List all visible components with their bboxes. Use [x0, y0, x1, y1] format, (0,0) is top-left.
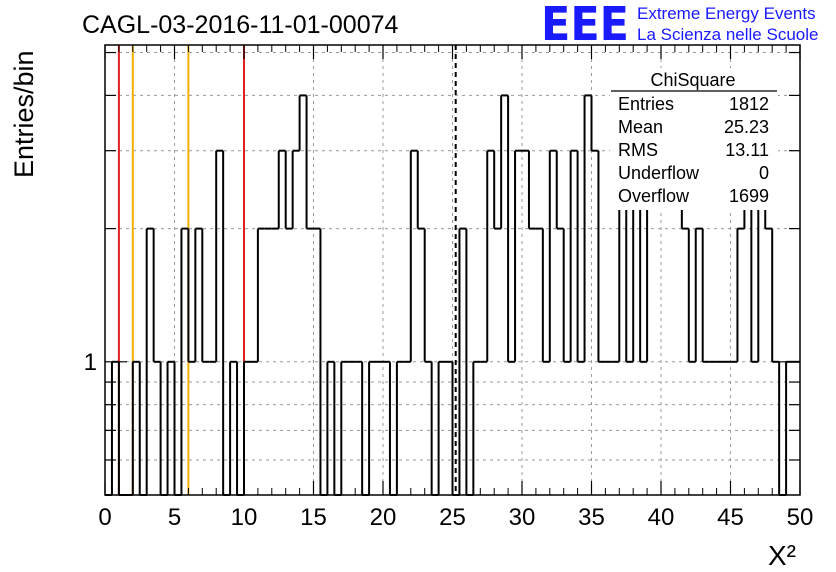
stats-value-overflow: 1699 — [729, 186, 769, 206]
stats-label-entries: Entries — [618, 94, 674, 114]
x-tick-label: 0 — [98, 504, 111, 531]
stats-box-title: ChiSquare — [650, 70, 735, 90]
logo-mark: EEE — [541, 0, 629, 51]
stats-label-mean: Mean — [618, 117, 663, 137]
stats-value-entries: 1812 — [729, 94, 769, 114]
stats-label-underflow: Underflow — [618, 163, 700, 183]
x-tick-label: 30 — [509, 504, 536, 531]
stats-value-underflow: 0 — [759, 163, 769, 183]
stats-value-rms: 13.11 — [725, 140, 769, 160]
x-tick-label: 40 — [648, 504, 675, 531]
stats-box: ChiSquare Entries 1812 Mean 25.23 RMS 13… — [610, 68, 778, 210]
y-axis-ticks: 1 — [84, 51, 800, 461]
x-tick-label: 45 — [717, 504, 744, 531]
x-tick-label: 10 — [231, 504, 258, 531]
y-axis-label: Entries/bin — [9, 50, 39, 178]
x-tick-label: 5 — [168, 504, 181, 531]
y-tick-label: 1 — [84, 349, 97, 376]
stats-value-mean: 25.23 — [724, 117, 769, 137]
eee-logo: EEE Extreme Energy Events La Scienza nel… — [541, 0, 818, 51]
x-tick-label: 15 — [300, 504, 327, 531]
stats-box-background — [610, 68, 778, 210]
x-axis-ticks: 0 5 10 15 20 25 30 35 40 45 50 — [98, 45, 813, 531]
x-axis-label: X² — [768, 540, 796, 571]
stats-label-overflow: Overflow — [618, 186, 690, 206]
x-tick-label: 35 — [578, 504, 605, 531]
vertical-markers — [117, 45, 457, 495]
x-tick-label: 50 — [787, 504, 814, 531]
chart-title: CAGL-03-2016-11-01-00074 — [82, 11, 399, 39]
logo-line-1: Extreme Energy Events — [637, 4, 816, 23]
x-tick-label: 25 — [439, 504, 466, 531]
stats-label-rms: RMS — [618, 140, 658, 160]
x-tick-label: 20 — [370, 504, 397, 531]
logo-line-2: La Scienza nelle Scuole — [637, 25, 818, 44]
